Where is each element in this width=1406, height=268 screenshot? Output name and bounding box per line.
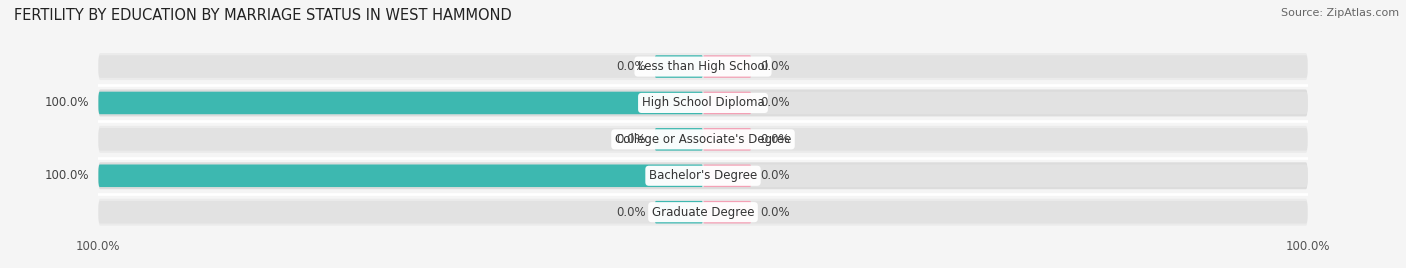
Text: 0.0%: 0.0% — [616, 60, 645, 73]
FancyBboxPatch shape — [98, 165, 1308, 187]
FancyBboxPatch shape — [98, 165, 703, 187]
Text: FERTILITY BY EDUCATION BY MARRIAGE STATUS IN WEST HAMMOND: FERTILITY BY EDUCATION BY MARRIAGE STATU… — [14, 8, 512, 23]
FancyBboxPatch shape — [655, 128, 703, 151]
Text: Less than High School: Less than High School — [638, 60, 768, 73]
FancyBboxPatch shape — [703, 128, 751, 151]
Text: 0.0%: 0.0% — [761, 169, 790, 182]
FancyBboxPatch shape — [703, 55, 751, 78]
Text: College or Associate's Degree: College or Associate's Degree — [614, 133, 792, 146]
Text: Bachelor's Degree: Bachelor's Degree — [650, 169, 756, 182]
FancyBboxPatch shape — [98, 126, 1308, 153]
Text: 0.0%: 0.0% — [761, 206, 790, 219]
Text: 0.0%: 0.0% — [761, 133, 790, 146]
FancyBboxPatch shape — [98, 92, 703, 114]
Text: 100.0%: 100.0% — [45, 96, 90, 109]
FancyBboxPatch shape — [98, 90, 1308, 116]
FancyBboxPatch shape — [98, 92, 1308, 114]
Text: 0.0%: 0.0% — [616, 206, 645, 219]
FancyBboxPatch shape — [98, 199, 1308, 226]
FancyBboxPatch shape — [98, 53, 1308, 80]
FancyBboxPatch shape — [655, 201, 703, 224]
Text: High School Diploma: High School Diploma — [641, 96, 765, 109]
FancyBboxPatch shape — [98, 162, 1308, 189]
Text: 0.0%: 0.0% — [616, 133, 645, 146]
Text: Graduate Degree: Graduate Degree — [652, 206, 754, 219]
FancyBboxPatch shape — [655, 55, 703, 78]
Text: 100.0%: 100.0% — [45, 169, 90, 182]
Text: 0.0%: 0.0% — [761, 60, 790, 73]
FancyBboxPatch shape — [703, 201, 751, 224]
FancyBboxPatch shape — [98, 55, 1308, 78]
FancyBboxPatch shape — [98, 201, 1308, 224]
FancyBboxPatch shape — [703, 165, 751, 187]
Text: 0.0%: 0.0% — [761, 96, 790, 109]
FancyBboxPatch shape — [703, 92, 751, 114]
Text: Source: ZipAtlas.com: Source: ZipAtlas.com — [1281, 8, 1399, 18]
FancyBboxPatch shape — [98, 128, 1308, 151]
